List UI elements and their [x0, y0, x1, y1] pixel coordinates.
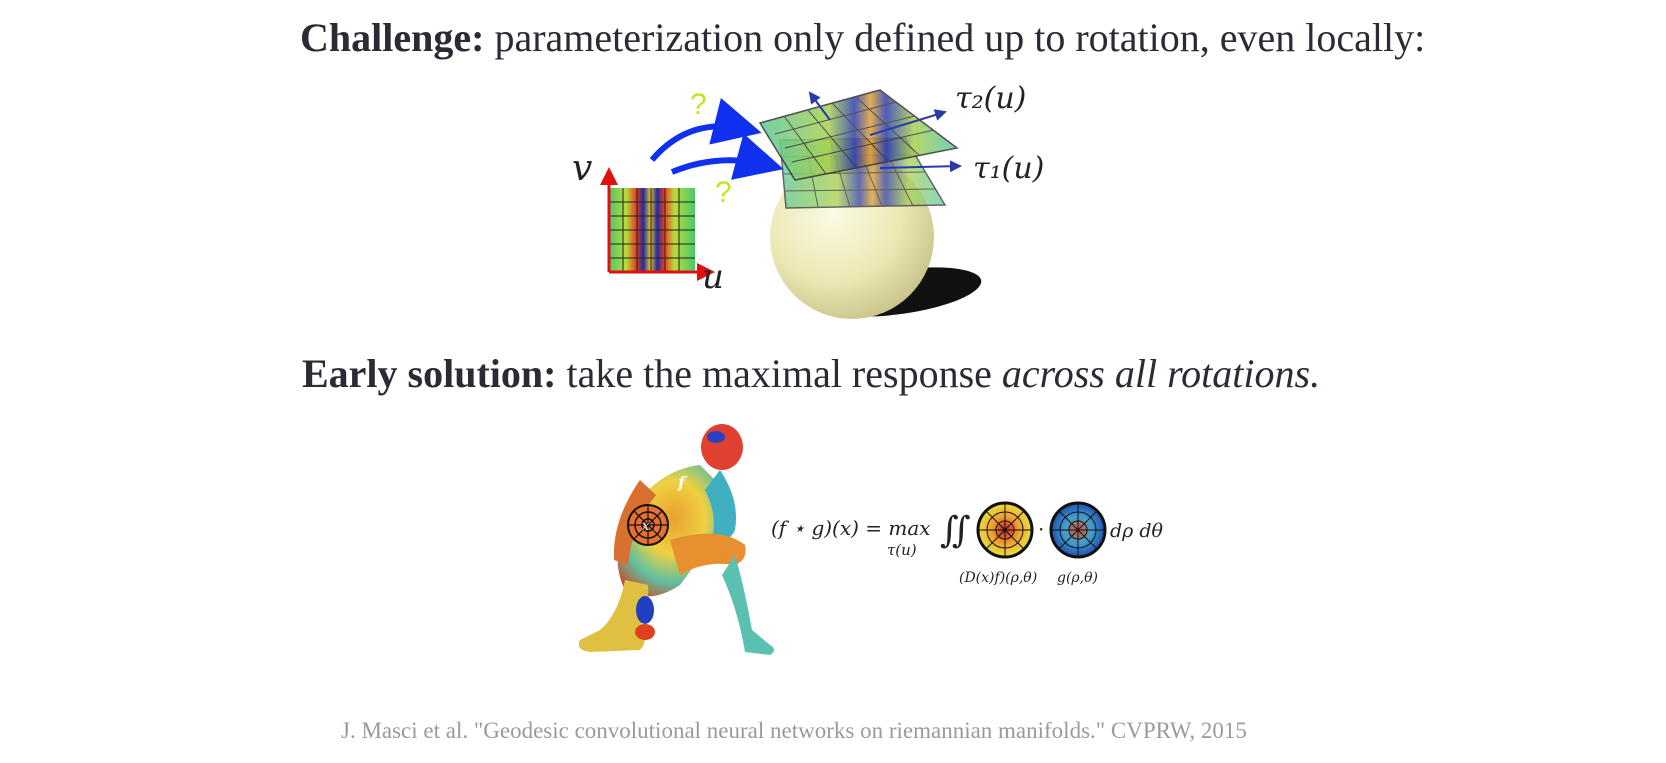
figure-x-label: x: [642, 519, 650, 534]
patch-label: (D(x)f)(ρ,θ): [959, 570, 1037, 586]
tangent-plane-upper: [758, 89, 959, 181]
formula-dot: ·: [1038, 517, 1044, 541]
citation: J. Masci et al. "Geodesic convolutional …: [341, 718, 1247, 743]
double-integral: ∬: [940, 510, 971, 551]
early-solution-text: take the maximal response: [566, 351, 992, 396]
figure-f-label: f: [677, 473, 688, 492]
mapping-arrow-upper: [649, 97, 762, 162]
kneeling-human-mesh: [578, 424, 774, 655]
flat-patch: [609, 188, 695, 272]
early-solution-label: Early solution:: [302, 351, 557, 396]
challenge-line: Challenge: parameterization only defined…: [300, 14, 1425, 61]
tau2-vector-back: [808, 91, 831, 121]
formula-max-subscript: τ(u): [887, 541, 917, 559]
axis-u-label: u: [702, 257, 724, 297]
early-solution-emphasis: across all rotations.: [1001, 351, 1321, 396]
tau1-vector: [879, 160, 962, 173]
filter-label: g(ρ,θ): [1057, 570, 1098, 586]
tau2-vector: [869, 109, 947, 136]
challenge-text: parameterization only defined up to rota…: [494, 15, 1426, 60]
mapping-arrow-lower: [670, 133, 784, 180]
challenge-label: Challenge:: [300, 15, 485, 60]
uv-axes: [600, 167, 715, 281]
question-mark-lower: ?: [715, 176, 732, 209]
formula-differential: dρ dθ: [1110, 520, 1164, 542]
question-mark-upper: ?: [690, 88, 707, 121]
patch-disk-icon: [976, 501, 1034, 559]
formula-lhs: (f ⋆ g)(x) = max: [771, 516, 931, 540]
tau1-label: τ₁(u): [973, 151, 1044, 186]
early-solution-line: Early solution: take the maximal respons…: [302, 350, 1320, 397]
filter-disk-icon: [1049, 501, 1107, 559]
tau2-label: τ₂(u): [955, 81, 1026, 116]
axis-v-label: v: [572, 148, 592, 189]
